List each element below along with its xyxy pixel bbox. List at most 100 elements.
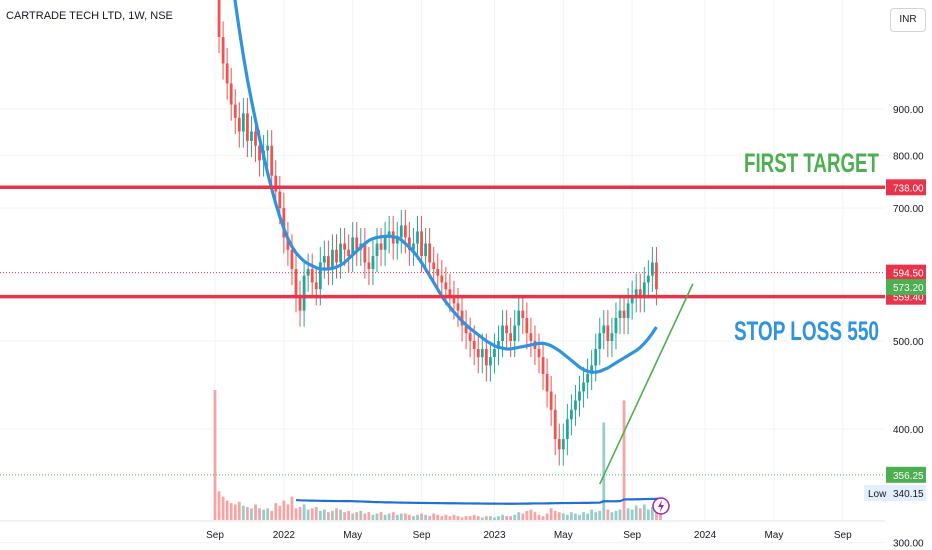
volume-bar (638, 508, 642, 520)
candle-body (622, 310, 626, 318)
volume-bar (436, 514, 440, 520)
volume-bar (501, 514, 504, 520)
candle-body (489, 357, 492, 366)
candle-body (254, 131, 257, 146)
level-price-tag-text: 738.00 (893, 183, 924, 194)
candle (638, 273, 642, 313)
candle (630, 280, 634, 320)
candle-body (327, 256, 330, 270)
candle (642, 266, 646, 313)
candle-body (541, 357, 545, 374)
volume-bar (310, 508, 314, 520)
candle-body (237, 117, 241, 132)
annotations: FIRST TARGET STOP LOSS 550 (734, 148, 879, 346)
candle-body (638, 289, 642, 297)
candle (403, 209, 407, 254)
price-tag: 594.50 (886, 264, 926, 281)
volume-bar (537, 514, 541, 520)
candle-body (229, 83, 233, 105)
x-tick-label: Sep (623, 530, 641, 541)
candle (565, 403, 569, 456)
candle (270, 130, 274, 192)
candle-body (460, 310, 464, 326)
candle-body (314, 282, 318, 290)
volume-bar (594, 512, 598, 520)
candle-body (387, 231, 391, 238)
candle-body (383, 237, 387, 250)
volume-bar (655, 508, 658, 520)
candle-body (403, 225, 407, 238)
candle-body (258, 145, 261, 161)
candle-body (517, 310, 521, 326)
candle-body (472, 341, 476, 349)
volume-bar (444, 514, 448, 520)
trend-line[interactable] (599, 283, 694, 485)
volume-bar (339, 509, 342, 520)
grid (0, 0, 885, 544)
candle-body (468, 333, 472, 341)
volume-bar (258, 508, 261, 520)
volume-bar (493, 517, 496, 520)
volume-bar (570, 512, 573, 520)
candle-body (606, 325, 610, 341)
volume-bar (452, 514, 456, 520)
candle (537, 333, 541, 374)
candle-body (565, 419, 569, 440)
candle-body (424, 243, 427, 257)
volume-bar (229, 503, 233, 520)
candle (646, 260, 650, 299)
volume-bar (456, 516, 460, 520)
volume-bar (634, 505, 638, 520)
candle-body (513, 325, 517, 341)
y-tick-label: 700.00 (893, 204, 924, 215)
candle-body (221, 36, 225, 64)
candle-body (363, 243, 367, 263)
candle-body (428, 243, 432, 263)
volume-bar (448, 516, 452, 520)
candle-body (505, 325, 508, 334)
candle-body (331, 249, 334, 270)
volume-bar (565, 514, 569, 520)
volume-bar (642, 504, 646, 520)
x-tick-label: May (343, 530, 362, 541)
candle-body (408, 237, 411, 250)
candle (246, 97, 249, 158)
candle (614, 302, 618, 350)
volume-bar (241, 505, 245, 520)
candle-body (241, 113, 245, 132)
candle (464, 310, 468, 350)
price-tag-bg (886, 466, 926, 483)
volume-bar (574, 513, 577, 520)
candle-body (399, 225, 403, 238)
candle (618, 295, 622, 335)
candle (525, 302, 529, 350)
candle-body (322, 256, 326, 263)
candle (626, 287, 630, 335)
candle (327, 240, 330, 286)
candle-body (347, 249, 351, 257)
volume-bar (399, 513, 403, 520)
candle (331, 234, 334, 286)
volume-bar (586, 513, 589, 520)
flash-icon[interactable] (652, 497, 670, 515)
candle (513, 310, 517, 358)
x-tick-label: 2022 (273, 530, 296, 541)
volume-bar (476, 516, 480, 520)
candle (602, 310, 606, 350)
candle-body (379, 243, 383, 250)
volume-bar (420, 513, 423, 520)
volume-bar (440, 516, 444, 520)
currency-button[interactable]: INR (890, 8, 926, 32)
candle-body (266, 145, 270, 151)
candle-body (416, 231, 419, 244)
candle-body (306, 269, 310, 276)
candle (371, 240, 375, 286)
candle (456, 287, 460, 327)
candle-body (614, 317, 618, 334)
candle (586, 358, 589, 399)
candle-body (351, 237, 355, 257)
candle-body (274, 175, 278, 192)
volume-bar (606, 509, 610, 520)
candle-body (290, 249, 294, 270)
